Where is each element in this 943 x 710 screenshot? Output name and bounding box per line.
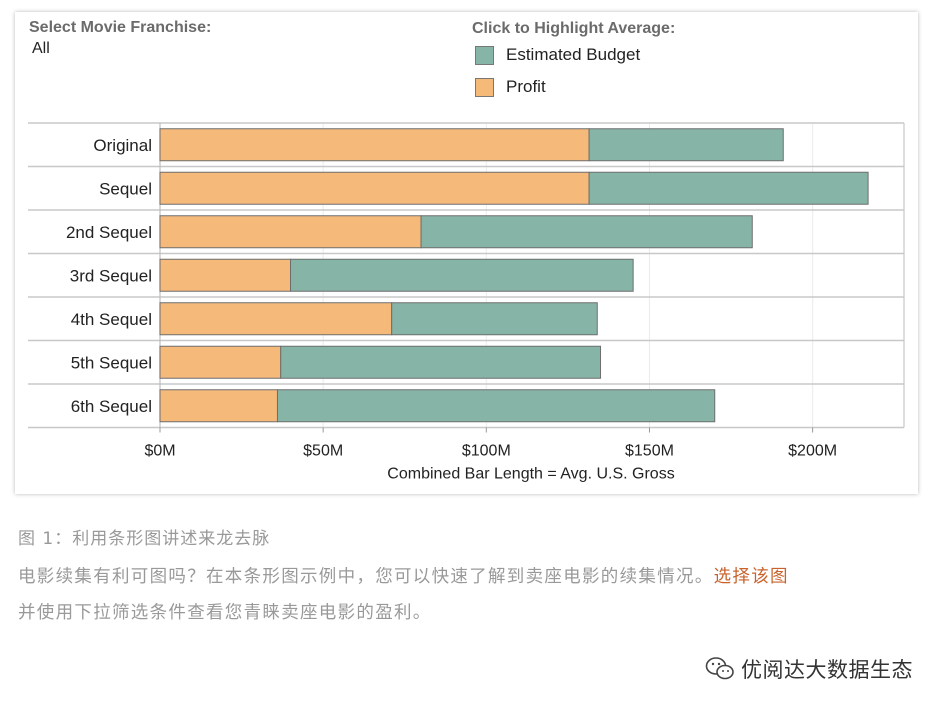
bar-profit (159, 258, 292, 292)
caption-line-2: 电影续集有利可图吗？在本条形图示例中，您可以快速了解到卖座电影的续集情况。选择该… (18, 563, 789, 588)
x-tick-label: $200M (788, 443, 837, 460)
caption-line-3: 并使用下拉筛选条件查看您青睐卖座电影的盈利。 (18, 603, 432, 623)
x-axis-title: Combined Bar Length = Avg. U.S. Gross (387, 466, 674, 483)
watermark: 优阅达大数据生态 (705, 654, 913, 684)
wechat-icon (705, 657, 734, 680)
caption-text: 电影续集有利可图吗？在本条形图示例中，您可以快速了解到卖座电影的续集情况。 (18, 567, 714, 587)
category-label: 6th Sequel (71, 397, 152, 416)
category-label: 3rd Sequel (70, 266, 152, 285)
legend-item-profit[interactable]: Profit (475, 76, 546, 98)
x-tick-label: $0M (144, 443, 175, 460)
bar-profit (159, 389, 278, 423)
filter-title: Select Movie Franchise: (29, 19, 212, 36)
watermark-text: 优阅达大数据生态 (741, 658, 913, 682)
category-label: 2nd Sequel (66, 223, 152, 242)
bar-estimated-budget (276, 389, 716, 423)
bar-profit (159, 215, 422, 249)
bar-estimated-budget (588, 128, 784, 162)
figure-caption: 图 1：利用条形图讲述来龙去脉 (18, 529, 271, 549)
legend-label-budget: Estimated Budget (506, 45, 641, 64)
category-label: 5th Sequel (71, 353, 152, 372)
legend-swatch-budget (475, 45, 494, 65)
legend-swatch-profit (475, 77, 494, 97)
franchise-filter-dropdown[interactable]: All (32, 40, 50, 57)
legend-item-estimated-budget[interactable]: Estimated Budget (475, 44, 640, 66)
bar-estimated-budget (290, 258, 634, 292)
dashboard-card: Select Movie Franchise: All Click to Hig… (15, 12, 918, 494)
bar-profit (159, 171, 590, 205)
x-tick-label: $50M (303, 443, 343, 460)
bar-profit (159, 302, 393, 336)
category-label: 4th Sequel (71, 310, 152, 329)
bar-chart: Original Sequel 2nd Sequel 3rd Sequel 4th Se… (28, 122, 905, 483)
x-tick-label: $150M (625, 443, 674, 460)
legend-label-profit: Profit (506, 77, 546, 96)
select-chart-link[interactable]: 选择该图 (713, 567, 789, 587)
category-label: Original (93, 136, 152, 155)
category-label: Sequel (99, 179, 152, 198)
bar-profit (159, 345, 282, 379)
bar-estimated-budget (588, 171, 869, 205)
bar-estimated-budget (420, 215, 753, 249)
bar-profit (159, 128, 590, 162)
legend-title: Click to Highlight Average: (472, 20, 676, 37)
bar-estimated-budget (280, 345, 602, 379)
bar-estimated-budget (391, 302, 598, 336)
x-tick-label: $100M (462, 443, 511, 460)
